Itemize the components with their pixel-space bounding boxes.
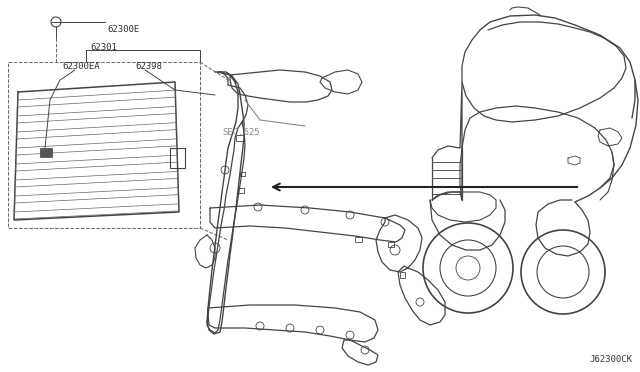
Text: 62300E: 62300E	[107, 25, 140, 34]
Bar	[40, 148, 52, 157]
Bar	[400, 272, 405, 278]
Text: 62300EA: 62300EA	[62, 62, 100, 71]
Text: J62300CK: J62300CK	[589, 355, 632, 364]
Bar	[240, 172, 245, 176]
Text: 62301: 62301	[90, 43, 117, 52]
Bar	[236, 135, 244, 141]
Bar	[238, 188, 244, 193]
Text: SEC.625: SEC.625	[222, 128, 260, 137]
Bar	[388, 242, 394, 247]
Text: 62398: 62398	[135, 62, 162, 71]
Bar	[355, 237, 362, 242]
